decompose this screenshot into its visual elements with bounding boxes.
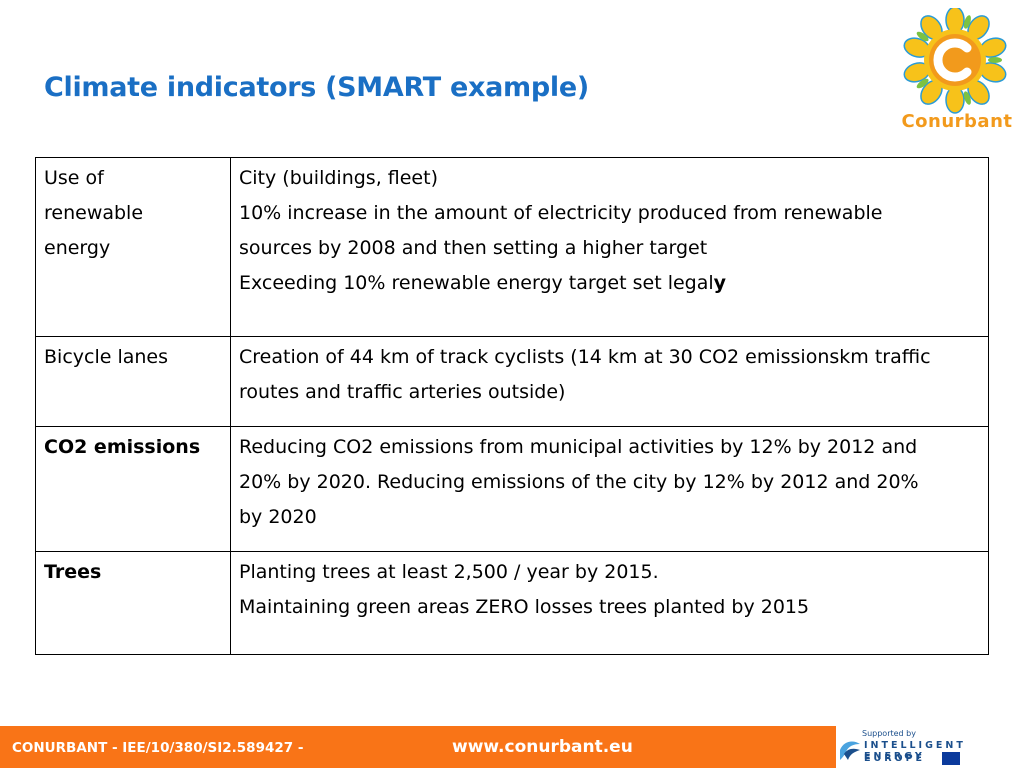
sun-logo-icon [903, 8, 1007, 114]
iee-line1: INTELLIGENT ENERGY [864, 740, 966, 762]
slide-title: Climate indicators (SMART example) [44, 72, 589, 103]
conurbant-logo [892, 8, 1018, 134]
eu-flag-icon [942, 752, 960, 765]
iee-swirl-icon [840, 741, 860, 760]
logo-wordmark: Conurbant [901, 111, 1013, 132]
row-description: Reducing CO2 emissions from municipal ac… [230, 426, 989, 552]
table-row: Trees Planting trees at least 2,500 / ye… [35, 551, 989, 655]
iee-logo: Supported by INTELLIGENT ENERGY EUROPE [836, 726, 1024, 768]
table-row: CO2 emissions Reducing CO2 emissions fro… [35, 426, 989, 552]
footer-project-id: CONURBANT - IEE/10/380/SI2.589427 - [12, 740, 304, 756]
footer-website-link[interactable]: www.conurbant.eu [452, 737, 633, 757]
footer-bar: CONURBANT - IEE/10/380/SI2.589427 - www.… [0, 726, 836, 768]
table-row: Use of renewable energy City (buildings,… [35, 157, 989, 337]
row-description: Planting trees at least 2,500 / year by … [230, 551, 989, 655]
row-label: Use of renewable energy [35, 157, 231, 337]
row-label: Trees [35, 551, 231, 655]
row-label: Bicycle lanes [35, 336, 231, 427]
row-description: Creation of 44 km of track cyclists (14 … [230, 336, 989, 427]
supported-by-label: Supported by [862, 729, 916, 738]
indicators-table: Use of renewable energy City (buildings,… [35, 157, 989, 655]
row-label: CO2 emissions [35, 426, 231, 552]
iee-line2: EUROPE [864, 753, 926, 764]
row-description: City (buildings, fleet) 10% increase in … [230, 157, 989, 337]
table-row: Bicycle lanes Creation of 44 km of track… [35, 336, 989, 427]
